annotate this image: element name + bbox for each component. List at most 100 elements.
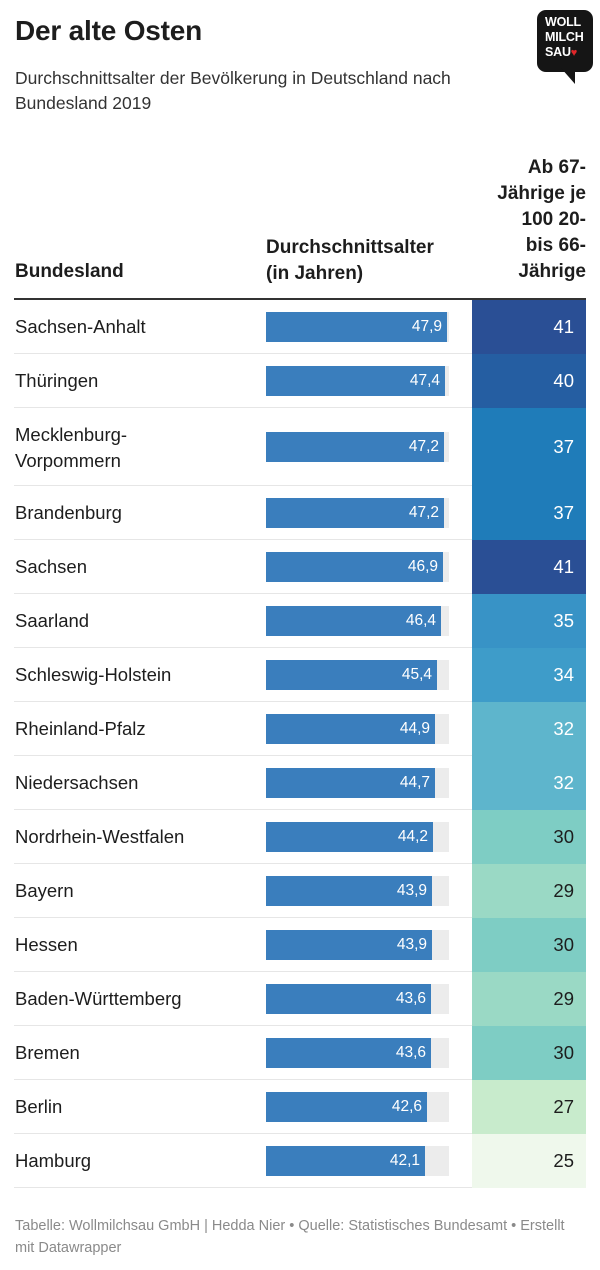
table-row: Niedersachsen 44,7 32 [0,756,600,810]
age-bar [266,1038,431,1068]
row-bundesland: Thüringen [15,370,99,391]
age-bar [266,432,444,462]
table-row: Bayern 43,9 29 [0,864,600,918]
ratio-cell: 30 [472,1026,586,1080]
table-row: Mecklenburg- Vorpommern 47,2 37 [0,408,600,486]
age-value-label: 45,4 [401,666,432,683]
ratio-cell: 27 [472,1080,586,1134]
row-bundesland: Hessen [15,934,78,955]
row-separator [14,647,472,648]
table-row: Berlin 42,6 27 [0,1080,600,1134]
logo-speech-tail [561,68,575,84]
row-separator [14,917,472,918]
age-bar [266,876,432,906]
age-value-label: 47,9 [411,318,442,335]
row-separator [14,1133,472,1134]
row-separator [14,485,472,486]
table-row: Thüringen 47,4 40 [0,354,600,408]
age-bar [266,984,431,1014]
age-value-label: 42,6 [391,1098,422,1115]
ratio-cell: 37 [472,408,586,486]
table-row: Saarland 46,4 35 [0,594,600,648]
age-bar [266,822,433,852]
ratio-cell: 41 [472,300,586,354]
row-separator [14,353,472,354]
row-bundesland: Berlin [15,1096,63,1117]
ratio-cell: 37 [472,486,586,540]
row-bundesland: Brandenburg [15,502,122,523]
table-row: Bremen 43,6 30 [0,1026,600,1080]
age-value-label: 43,6 [395,1044,426,1061]
row-bundesland: Sachsen-Anhalt [15,316,146,337]
age-bar [266,1092,427,1122]
age-value-label: 47,2 [408,438,439,455]
row-bundesland: Rheinland-Pfalz [15,718,146,739]
table-row: Baden-Württemberg 43,6 29 [0,972,600,1026]
heart-icon: ♥ [570,47,578,59]
row-bundesland: Baden-Württemberg [15,988,182,1009]
age-bar [266,1146,425,1176]
row-separator [14,1079,472,1080]
ratio-cell: 29 [472,972,586,1026]
ratio-cell: 25 [472,1134,586,1188]
table-row: Hessen 43,9 30 [0,918,600,972]
table-row: Sachsen 46,9 41 [0,540,600,594]
logo-line-2: MILCH [545,30,584,44]
age-value-label: 44,2 [397,828,428,845]
footer-credits: Tabelle: Wollmilchsau GmbH | Hedda Nier … [15,1218,565,1256]
age-value-label: 46,4 [405,612,436,629]
row-separator [14,1187,472,1188]
age-value-label: 44,9 [399,720,430,737]
age-value-label: 47,2 [408,504,439,521]
column-header-durchschnittsalter: Durchschnittsalter (in Jahren) [266,237,434,284]
ratio-cell: 32 [472,756,586,810]
age-value-label: 44,7 [399,774,430,791]
table-row: Brandenburg 47,2 37 [0,486,600,540]
chart-subtitle: Durchschnittsalter der Bevölkerung in De… [15,68,451,113]
ratio-cell: 41 [472,540,586,594]
ratio-cell: 30 [472,810,586,864]
wollmilchsau-logo: WOLL MILCH SAU♥ [537,10,593,84]
table-row: Rheinland-Pfalz 44,9 32 [0,702,600,756]
row-separator [14,863,472,864]
age-bar [266,606,441,636]
table-row: Sachsen-Anhalt 47,9 41 [0,300,600,354]
row-bundesland: Saarland [15,610,90,631]
age-bar [266,714,435,744]
row-bundesland: Sachsen [15,556,87,577]
ratio-cell: 40 [472,354,586,408]
age-bar [266,366,445,396]
row-separator [14,1025,472,1026]
age-value-label: 46,9 [407,558,438,575]
age-value-label: 42,1 [389,1152,420,1169]
table-row: Schleswig-Holstein 45,4 34 [0,648,600,702]
age-value-label: 43,9 [396,936,427,953]
age-bar [266,768,435,798]
age-value-label: 47,4 [409,372,440,389]
table-row: Nordrhein-Westfalen 44,2 30 [0,810,600,864]
age-value-label: 43,9 [396,882,427,899]
row-bundesland: Schleswig-Holstein [15,664,172,685]
row-bundesland: Hamburg [15,1150,92,1171]
row-separator [14,701,472,702]
ratio-cell: 35 [472,594,586,648]
logo-line-1: WOLL [545,15,581,29]
ratio-cell: 30 [472,918,586,972]
row-separator [14,971,472,972]
row-bundesland: Niedersachsen [15,772,139,793]
column-header-ratio: Ab 67- Jährige je 100 20- bis 66- Jährig… [497,157,586,282]
row-separator [14,755,472,756]
ratio-cell: 34 [472,648,586,702]
age-bar [266,498,444,528]
row-bundesland: Bremen [15,1042,80,1063]
ratio-cell: 32 [472,702,586,756]
column-header-bundesland: Bundesland [15,261,124,282]
logo-line-3: SAU♥ [545,45,578,59]
table-row: Hamburg 42,1 25 [0,1134,600,1188]
age-bar [266,552,443,582]
row-separator [14,407,472,408]
row-separator [14,539,472,540]
ratio-cell: 29 [472,864,586,918]
row-separator [14,593,472,594]
row-separator [14,809,472,810]
